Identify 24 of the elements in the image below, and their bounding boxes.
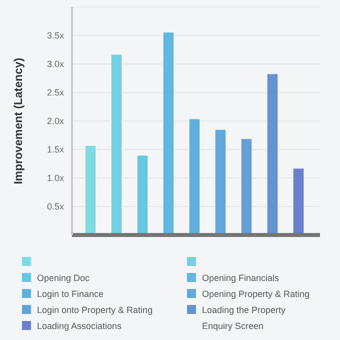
legend-label: Loading the Property Enquiry Screen bbox=[202, 304, 287, 333]
bar bbox=[162, 32, 174, 235]
bar bbox=[110, 54, 122, 235]
y-tick-label: 1.0x bbox=[46, 173, 64, 184]
legend-label: Login to Finance bbox=[37, 288, 104, 301]
y-axis-title: Improvement (Latency) bbox=[13, 58, 26, 184]
y-tick-label: 2.0x bbox=[46, 116, 64, 126]
bar bbox=[84, 145, 96, 235]
bar bbox=[240, 138, 252, 235]
bar bbox=[188, 118, 200, 235]
legend-label: Opening Property & Rating bbox=[202, 288, 310, 301]
y-tick-label: 2.5x bbox=[46, 88, 64, 98]
y-tick-label: 0.5x bbox=[46, 202, 64, 212]
bar bbox=[266, 73, 278, 235]
y-tick-label: 1.5x bbox=[46, 144, 64, 155]
y-tick-label: 3.5x bbox=[46, 30, 64, 41]
legend-label: Loading Associations bbox=[37, 320, 122, 333]
bar bbox=[136, 154, 148, 235]
legend-label: Login onto Property & Rating bbox=[37, 304, 153, 317]
bar bbox=[214, 129, 226, 235]
legend-label: Opening Financials bbox=[202, 272, 280, 285]
y-tick-label: 3.0x bbox=[46, 59, 64, 70]
bar bbox=[292, 168, 304, 235]
legend-label: Opening Doc bbox=[37, 272, 90, 285]
